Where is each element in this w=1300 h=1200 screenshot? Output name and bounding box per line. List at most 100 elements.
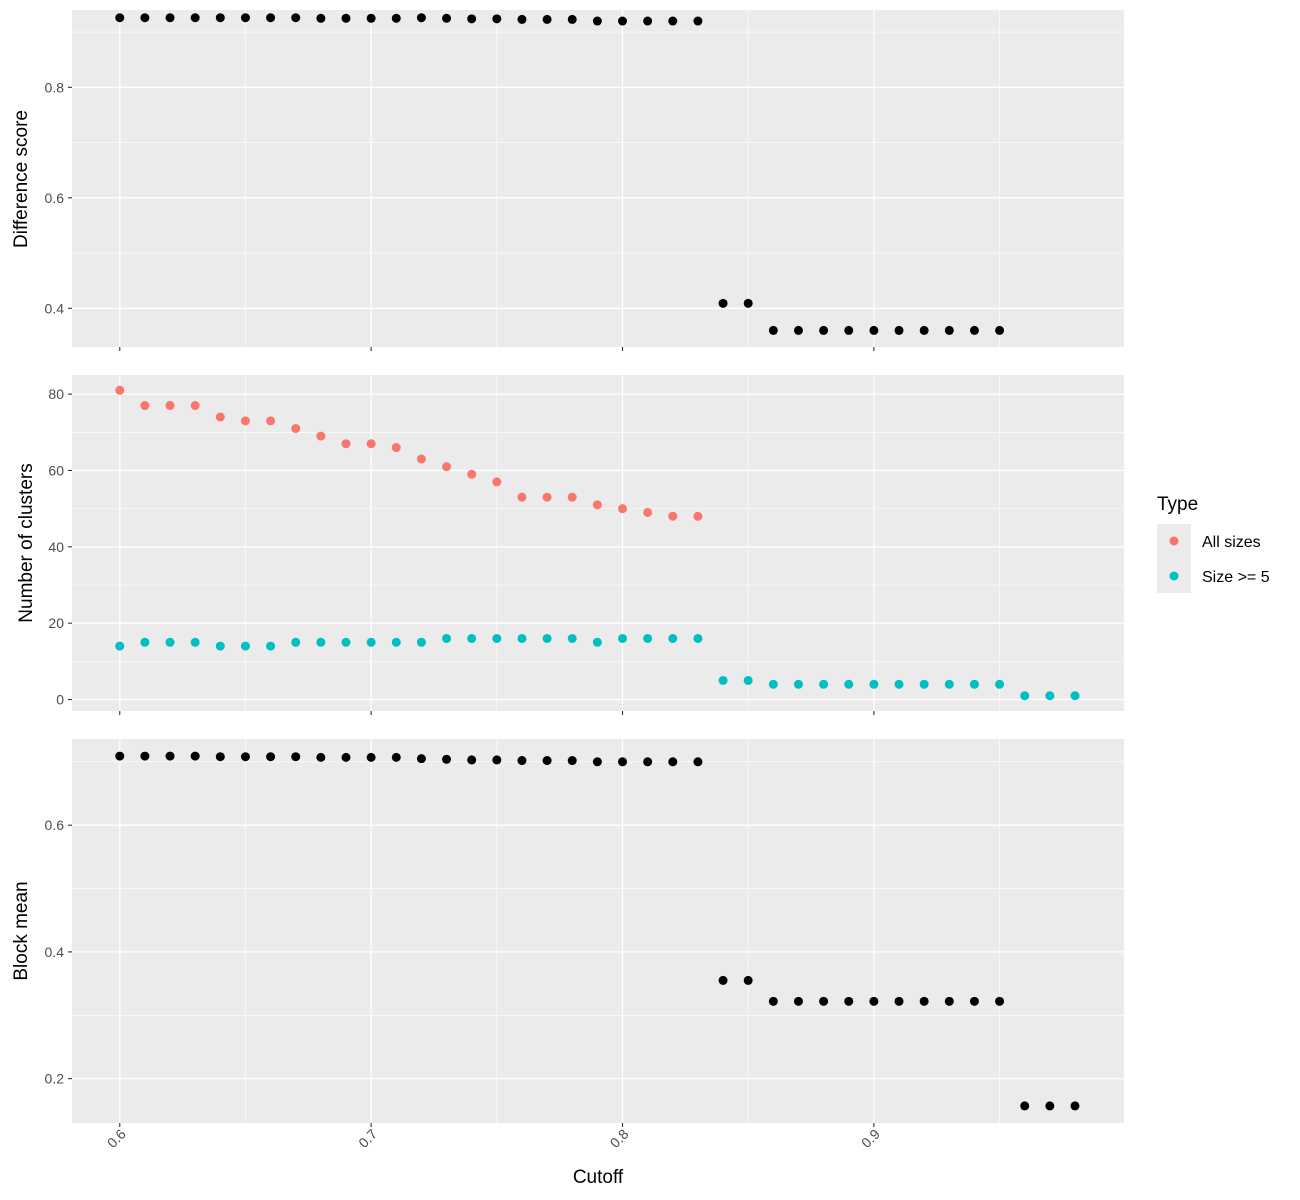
data-point: [643, 16, 653, 26]
data-point: [944, 679, 954, 689]
legend-key-all-sizes: [1169, 536, 1179, 546]
data-point: [140, 637, 150, 647]
legend-label-size-ge-5: Size >= 5: [1202, 569, 1270, 586]
data-point: [869, 996, 879, 1006]
panel-background: [72, 739, 1124, 1123]
legend: Type All sizes Size >= 5: [1157, 494, 1270, 593]
data-point: [215, 13, 225, 23]
data-point: [668, 16, 678, 26]
y-tick-label: 60: [48, 462, 64, 478]
data-point: [467, 469, 477, 479]
panel-background: [72, 10, 1124, 347]
legend-key-background: [1157, 524, 1191, 593]
data-point: [944, 996, 954, 1006]
data-point: [215, 412, 225, 422]
data-point: [140, 401, 150, 411]
y-tick-label: 0.8: [45, 79, 65, 95]
data-point: [618, 757, 628, 767]
data-point: [542, 14, 552, 24]
data-point: [341, 637, 351, 647]
block-mean-panel: 0.20.40.60.6 0.7 0.8 0.9: [45, 739, 1124, 1151]
data-point: [869, 325, 879, 335]
data-point: [140, 13, 150, 23]
data-point: [165, 13, 175, 23]
data-point: [1020, 1101, 1030, 1111]
data-point: [618, 504, 628, 514]
data-point: [567, 492, 577, 502]
data-point: [316, 431, 326, 441]
difference-score-panel: 0.4 0.6 0.8: [45, 10, 1124, 351]
data-point: [115, 641, 125, 651]
y-tick-label: 40: [48, 539, 64, 555]
data-point: [240, 13, 250, 23]
data-point: [140, 751, 150, 761]
data-point: [467, 755, 477, 765]
data-point: [693, 511, 703, 521]
data-point: [768, 996, 778, 1006]
data-point: [215, 752, 225, 762]
data-point: [240, 752, 250, 762]
data-point: [517, 633, 527, 643]
data-point: [542, 492, 552, 502]
data-point: [366, 439, 376, 449]
data-point: [542, 633, 552, 643]
data-point: [316, 752, 326, 762]
data-point: [567, 14, 577, 24]
data-point: [391, 13, 401, 23]
data-point: [643, 507, 653, 517]
data-point: [442, 633, 452, 643]
data-point: [844, 996, 854, 1006]
legend-key-size-ge-5: [1169, 571, 1179, 581]
data-point: [793, 679, 803, 689]
data-point: [969, 996, 979, 1006]
data-point: [190, 13, 200, 23]
data-point: [240, 641, 250, 651]
data-point: [266, 416, 276, 426]
data-point: [995, 679, 1005, 689]
data-point: [391, 443, 401, 453]
y-axis-title-block-mean: Block mean: [11, 881, 32, 980]
data-point: [517, 492, 527, 502]
data-point: [416, 13, 426, 23]
data-point: [291, 13, 301, 23]
y-tick-label: 0.6: [45, 190, 65, 206]
data-point: [165, 637, 175, 647]
data-point: [693, 16, 703, 26]
data-point: [819, 679, 829, 689]
data-point: [718, 675, 728, 685]
data-point: [844, 325, 854, 335]
data-point: [919, 996, 929, 1006]
y-tick-label: 0.2: [45, 1071, 65, 1087]
data-point: [718, 298, 728, 308]
data-point: [718, 975, 728, 985]
data-point: [517, 756, 527, 766]
y-tick-label: 0: [56, 692, 64, 708]
data-point: [492, 14, 502, 24]
data-point: [793, 996, 803, 1006]
data-point: [919, 325, 929, 335]
data-point: [165, 401, 175, 411]
data-point: [341, 13, 351, 23]
data-point: [266, 641, 276, 651]
data-point: [768, 325, 778, 335]
data-point: [995, 325, 1005, 335]
data-point: [919, 679, 929, 689]
data-point: [215, 641, 225, 651]
data-point: [592, 500, 602, 510]
data-point: [668, 757, 678, 767]
data-point: [969, 679, 979, 689]
data-point: [366, 13, 376, 23]
data-point: [266, 13, 276, 23]
legend-label-all-sizes: All sizes: [1202, 534, 1261, 551]
y-axis-title-number-of-clusters: Number of clusters: [16, 463, 37, 622]
data-point: [165, 751, 175, 761]
data-point: [517, 14, 527, 24]
data-point: [240, 416, 250, 426]
data-point: [819, 996, 829, 1006]
data-point: [416, 637, 426, 647]
data-point: [969, 325, 979, 335]
data-point: [743, 975, 753, 985]
data-point: [115, 385, 125, 395]
data-point: [643, 633, 653, 643]
data-point: [190, 401, 200, 411]
